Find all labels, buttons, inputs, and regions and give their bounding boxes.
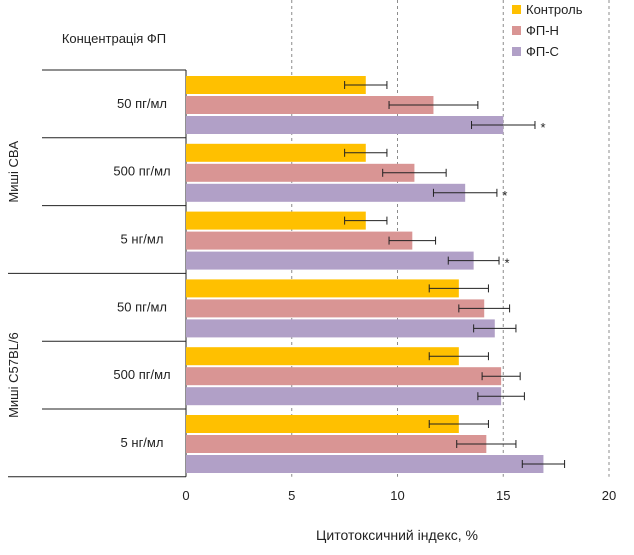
bar xyxy=(186,163,415,182)
row-labels: Миші CBA 50 пг/мл 500 пг/мл 5 нг/мл Миші C57… xyxy=(6,96,171,450)
x-tick-label: 15 xyxy=(496,488,510,503)
legend-swatch xyxy=(512,5,521,14)
bar xyxy=(186,96,434,114)
significance-marker: * xyxy=(502,188,507,203)
bar xyxy=(186,455,544,473)
legend-label: ФП-Н xyxy=(526,23,559,38)
x-tick-label: 10 xyxy=(390,488,404,503)
group-label: Миші CBA xyxy=(6,140,21,202)
bar xyxy=(186,116,504,134)
row-label: 50 пг/мл xyxy=(117,96,167,111)
bar xyxy=(186,347,459,366)
significance-marker: * xyxy=(504,256,509,271)
group-label: Миші C57BL/6 xyxy=(6,332,21,418)
bar xyxy=(186,251,474,270)
bar xyxy=(186,231,413,250)
bar xyxy=(186,367,502,386)
bar xyxy=(186,387,502,406)
x-axis-label: Цитотоксичний індекс, % xyxy=(316,527,478,543)
legend: Контроль ФП-Н ФП-С xyxy=(512,2,583,59)
x-axis-ticks: 0 5 10 15 20 xyxy=(182,488,616,503)
legend-label: Контроль xyxy=(526,2,583,17)
row-label: 500 пг/мл xyxy=(113,367,170,382)
bar xyxy=(186,183,466,202)
row-label: 5 нг/мл xyxy=(121,435,164,450)
bar xyxy=(186,299,485,318)
bar xyxy=(186,143,366,162)
significance-marker: * xyxy=(540,120,545,135)
legend-swatch xyxy=(512,47,521,56)
error-bars: * * * xyxy=(344,81,566,468)
bar xyxy=(186,76,366,94)
header-label: Концентрація ФП xyxy=(62,31,166,46)
row-label: 500 пг/мл xyxy=(113,164,170,179)
bar xyxy=(186,435,487,453)
legend-label: ФП-С xyxy=(526,44,559,59)
table-frame xyxy=(8,69,187,478)
x-tick-label: 0 xyxy=(182,488,189,503)
row-label: 50 пг/мл xyxy=(117,299,167,314)
bar xyxy=(186,319,495,338)
bar xyxy=(186,211,366,230)
bar xyxy=(186,279,459,298)
bar xyxy=(186,415,459,433)
row-label: 5 нг/мл xyxy=(121,232,164,247)
x-tick-label: 20 xyxy=(602,488,616,503)
x-tick-label: 5 xyxy=(288,488,295,503)
bars xyxy=(186,76,544,473)
legend-swatch xyxy=(512,26,521,35)
